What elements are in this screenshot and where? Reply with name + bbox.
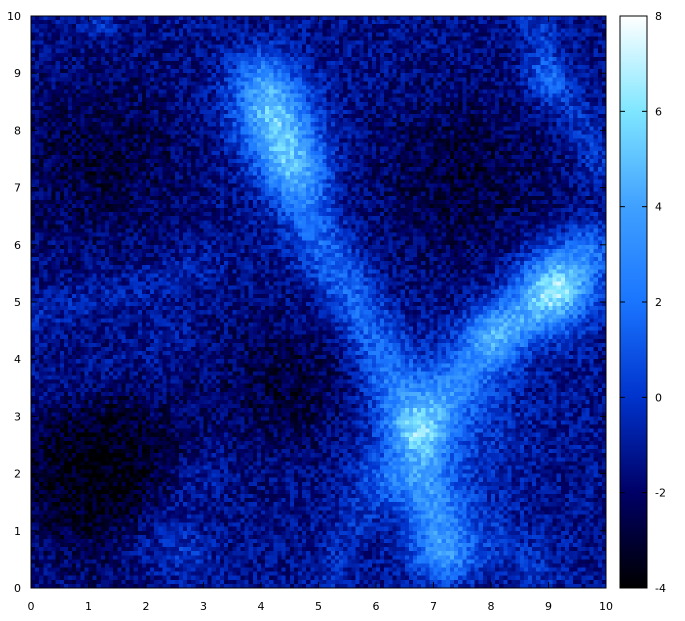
y-tick-label: 8	[14, 124, 21, 137]
x-tick-label: 7	[430, 600, 437, 613]
x-tick-label: 8	[488, 600, 495, 613]
x-tick-label: 5	[315, 600, 322, 613]
y-tick-label: 2	[14, 468, 21, 481]
y-tick-label: 0	[14, 582, 21, 595]
y-tick-label: 3	[14, 410, 21, 423]
x-tick-label: 4	[258, 600, 265, 613]
heatmap-raster	[31, 16, 606, 588]
colorbar-axis: 8 6 4 2 0 -2 -4	[620, 10, 666, 595]
colorbar-tick-label: 6	[655, 105, 662, 118]
x-tick-label: 9	[545, 600, 552, 613]
x-tick-label: 3	[200, 600, 207, 613]
colorbar-tick-label: -4	[655, 582, 666, 595]
x-tick-label: 1	[85, 600, 92, 613]
y-tick-label: 6	[14, 239, 21, 252]
colorbar-tick-label: -2	[655, 487, 666, 500]
x-tick-label: 6	[373, 600, 380, 613]
colorbar-tick-label: 2	[655, 296, 662, 309]
x-tick-label: 2	[143, 600, 150, 613]
colorbar-tick-label: 0	[655, 391, 662, 404]
y-tick-label: 5	[14, 296, 21, 309]
y-tick-label: 4	[14, 353, 21, 366]
y-axis: 0 1 2 3 4 5 6 7 8 9 10	[7, 10, 606, 595]
y-tick-label: 1	[14, 525, 21, 538]
y-tick-label: 7	[14, 182, 21, 195]
x-tick-label: 10	[599, 600, 613, 613]
y-tick-label: 9	[14, 67, 21, 80]
y-tick-label: 10	[7, 10, 21, 23]
heatmap-image	[31, 16, 606, 588]
x-tick-label: 0	[28, 600, 35, 613]
x-axis: 0 1 2 3 4 5 6 7 8 9 10	[28, 16, 613, 613]
colorbar-tick-label: 4	[655, 201, 662, 214]
colorbar-tick-label: 8	[655, 10, 662, 23]
